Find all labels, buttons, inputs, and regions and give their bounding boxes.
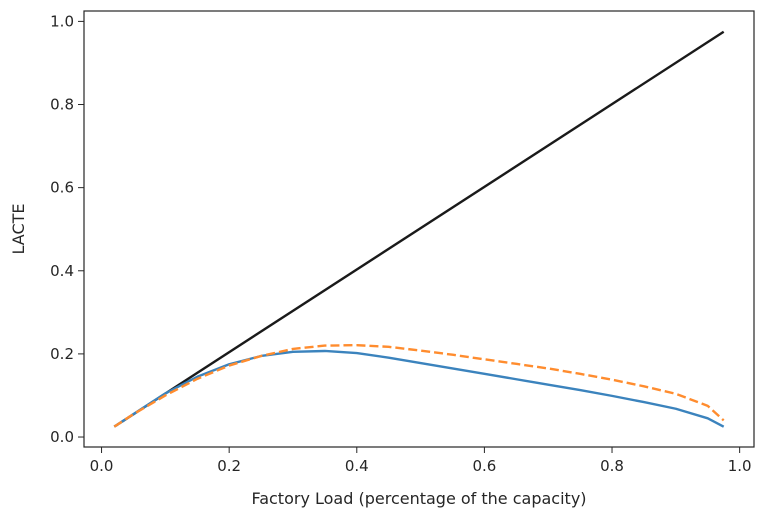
- y-tick-label: 1.0: [50, 12, 74, 30]
- y-tick-label: 0.4: [50, 262, 74, 280]
- y-axis-label: LACTE: [9, 204, 28, 255]
- y-tick-label: 0.6: [50, 179, 74, 197]
- x-tick-label: 1.0: [728, 457, 752, 475]
- series-line-series-blue: [113, 349, 725, 428]
- plot-area: [113, 30, 725, 428]
- x-tick-label: 0.4: [345, 457, 369, 475]
- axes-frame: [83, 10, 755, 448]
- x-tick-label: 0.8: [600, 457, 624, 475]
- y-axis: 0.0 0.2 0.4 0.6 0.8 1.0: [50, 12, 84, 446]
- series-line-series-orange: [113, 343, 725, 428]
- x-axis: 0.0 0.2 0.4 0.6 0.8 1.0: [90, 447, 752, 475]
- y-tick-label: 0.0: [50, 428, 74, 446]
- x-tick-label: 0.2: [217, 457, 241, 475]
- y-tick-label: 0.8: [50, 96, 74, 114]
- series-line-identity: [113, 30, 725, 428]
- y-tick-label: 0.2: [50, 345, 74, 363]
- x-axis-label: Factory Load (percentage of the capacity…: [251, 489, 586, 508]
- x-tick-label: 0.6: [472, 457, 496, 475]
- x-tick-label: 0.0: [90, 457, 114, 475]
